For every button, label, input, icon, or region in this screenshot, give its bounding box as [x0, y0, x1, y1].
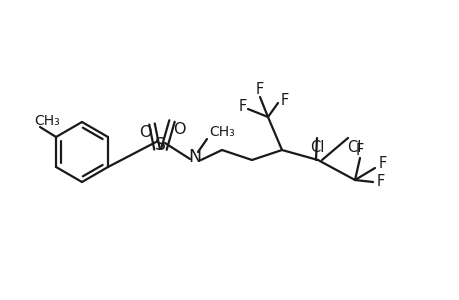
Text: F: F [280, 92, 289, 107]
Text: S: S [154, 136, 165, 154]
Text: F: F [255, 82, 263, 97]
Text: F: F [355, 142, 364, 158]
Text: CH₃: CH₃ [34, 114, 60, 128]
Text: Cl: Cl [346, 140, 360, 154]
Text: O: O [139, 124, 151, 140]
Text: Cl: Cl [309, 140, 324, 154]
Text: N: N [188, 148, 201, 166]
Text: F: F [378, 155, 386, 170]
Text: F: F [238, 98, 246, 113]
Text: F: F [376, 175, 384, 190]
Text: CH₃: CH₃ [208, 125, 234, 139]
Text: O: O [173, 122, 185, 136]
